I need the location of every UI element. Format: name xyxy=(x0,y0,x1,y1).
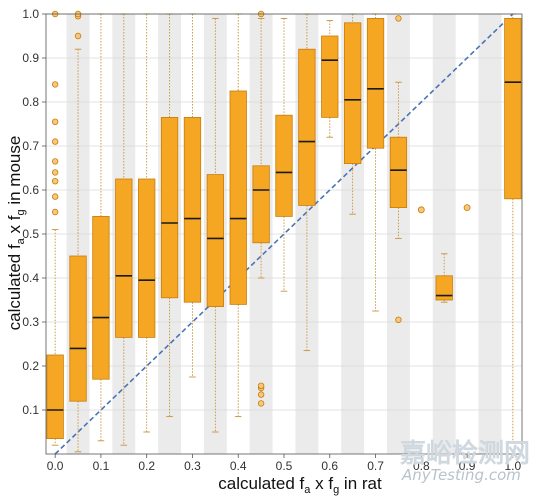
box-group xyxy=(366,13,385,312)
x-tick-label: 0.2 xyxy=(138,459,155,473)
box-group xyxy=(252,10,270,407)
box-group xyxy=(206,17,224,433)
outlier-point xyxy=(51,81,59,88)
iqr-box xyxy=(275,114,293,217)
x-tick-label: 0.5 xyxy=(276,459,293,473)
outlier-point xyxy=(395,316,402,323)
y-axis-title: calculated fa x fg in mouse xyxy=(5,136,27,331)
box-group xyxy=(463,204,471,212)
iqr-box xyxy=(504,17,522,200)
y-tick-label: 0.7 xyxy=(22,139,39,153)
boxplot-boxes xyxy=(46,10,522,453)
x-axis-ticks: 0.0 0.1 0.2 0.3 0.4 0.5 0.6 0.7 0.8 0.9 1.0 xyxy=(47,454,522,473)
iqr-box xyxy=(92,215,110,380)
box-group xyxy=(229,13,247,418)
x-axis-title: calculated fa x fg in rat xyxy=(218,474,382,496)
x-tick-label: 0.0 xyxy=(47,459,64,473)
y-tick-label: 0.1 xyxy=(22,403,39,417)
iqr-box xyxy=(138,178,156,338)
y-tick-label: 1.0 xyxy=(22,7,39,21)
box-group xyxy=(417,206,425,214)
box-group xyxy=(138,13,156,433)
box-group xyxy=(504,13,522,444)
box-group xyxy=(275,17,293,292)
x-tick-label: 0.4 xyxy=(230,459,247,473)
box-group xyxy=(435,253,453,303)
outlier-point xyxy=(257,382,265,389)
iqr-box xyxy=(46,354,64,439)
outlier-point xyxy=(51,158,59,165)
identity-line-layer xyxy=(54,13,514,455)
box-group xyxy=(389,15,408,323)
outlier-point xyxy=(257,400,265,407)
x-tick-label: 0.8 xyxy=(413,459,430,473)
outlier-point xyxy=(395,15,402,22)
box-group xyxy=(69,10,87,453)
x-tick-label: 0.1 xyxy=(93,459,110,473)
outlier-point xyxy=(51,138,59,145)
box-group xyxy=(115,13,133,446)
box-group xyxy=(298,13,316,352)
iqr-box xyxy=(389,136,408,208)
x-tick-label: 0.7 xyxy=(367,459,384,473)
single-point xyxy=(417,206,425,214)
iqr-box xyxy=(229,90,247,305)
outlier-point xyxy=(51,208,59,216)
watermark-text: 嘉峪检测网 xyxy=(400,438,530,469)
box-group xyxy=(92,13,110,442)
iqr-box xyxy=(160,117,179,299)
y-tick-label: 0.9 xyxy=(22,51,39,65)
iqr-box xyxy=(435,275,453,301)
iqr-box xyxy=(321,35,339,118)
outlier-point xyxy=(51,169,59,176)
y-tick-label: 0.5 xyxy=(22,227,39,241)
identity-diagonal-line xyxy=(54,13,514,455)
x-tick-label: 0.3 xyxy=(184,459,201,473)
iqr-box xyxy=(252,165,270,244)
box-group xyxy=(183,13,202,378)
iqr-box xyxy=(366,17,385,149)
x-tick-label: 1.0 xyxy=(505,459,522,473)
box-group xyxy=(344,13,362,215)
box-group xyxy=(46,10,64,446)
outlier-point xyxy=(74,32,82,40)
outlier-point xyxy=(257,391,265,398)
x-tick-label: 0.9 xyxy=(459,459,476,473)
single-point xyxy=(463,204,471,212)
watermark-subtext: AnyTesting.com xyxy=(401,466,521,484)
y-tick-label: 0.6 xyxy=(22,183,39,197)
y-tick-label: 0.3 xyxy=(22,315,39,329)
x-tick-label: 0.6 xyxy=(321,459,338,473)
iqr-box xyxy=(298,48,316,206)
outlier-point xyxy=(51,193,59,200)
iqr-box xyxy=(206,174,224,308)
y-axis-ticks: 0.1 0.2 0.3 0.4 0.5 0.6 0.7 0.8 0.9 1.0 xyxy=(22,7,46,417)
iqr-box xyxy=(69,255,87,402)
iqr-box xyxy=(344,22,362,165)
y-tick-label: 0.8 xyxy=(22,95,39,109)
iqr-box xyxy=(115,178,133,338)
box-group xyxy=(321,20,339,138)
iqr-box xyxy=(183,117,202,303)
outlier-point xyxy=(51,177,59,185)
box-group xyxy=(160,13,179,418)
outlier-point xyxy=(51,118,59,125)
y-tick-label: 0.4 xyxy=(22,271,39,285)
y-tick-label: 0.2 xyxy=(22,359,39,373)
